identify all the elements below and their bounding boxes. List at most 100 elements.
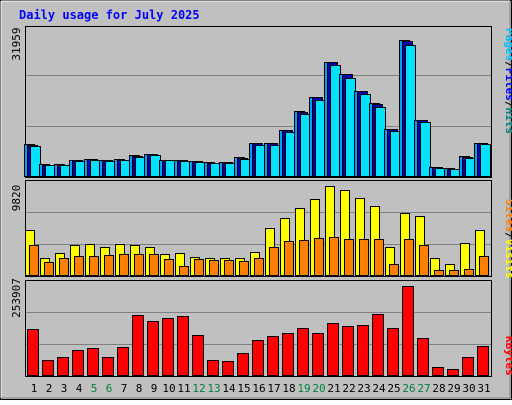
x-tick-label-day-17: 17 [267, 382, 280, 395]
legend-top-part-0: Pages [503, 28, 512, 61]
bar-kbytes-day-30 [462, 357, 474, 376]
bar-sites-day-15 [239, 261, 249, 276]
bar-kbytes-day-15 [237, 353, 249, 376]
bar-sites-day-3 [59, 258, 69, 276]
x-tick-label-day-22: 22 [342, 382, 355, 395]
bar-sites-day-12 [194, 259, 204, 276]
y-max-label: 9820 [10, 185, 23, 212]
bar-kbytes-day-10 [162, 318, 174, 376]
bar-kbytes-day-1 [27, 329, 39, 376]
x-tick-label-day-3: 3 [61, 382, 68, 395]
bar-sites-day-17 [269, 247, 279, 276]
bar-kbytes-day-2 [42, 360, 54, 376]
bar-sites-day-9 [149, 254, 159, 276]
bar-kbytes-day-28 [432, 367, 444, 376]
bar-kbytes-day-18 [282, 333, 294, 376]
x-tick-label-day-28: 28 [432, 382, 445, 395]
bar-sites-day-14 [224, 260, 234, 276]
legend-bottom-part-0: KBytes [503, 336, 512, 376]
legend-top: Pages/Files/Hits [503, 28, 512, 134]
bar-kbytes-day-7 [117, 347, 129, 376]
x-tick-label-day-24: 24 [372, 382, 386, 395]
bar-kbytes-day-5 [87, 348, 99, 376]
bar-kbytes-day-17 [267, 336, 279, 376]
bar-kbytes-day-20 [312, 333, 324, 376]
bar-sites-day-21 [329, 237, 339, 276]
legend-top-part-4: Hits [503, 108, 512, 135]
y-max-label: 253907 [10, 278, 23, 318]
bar-sites-day-23 [359, 239, 369, 276]
x-tick-label-day-6: 6 [106, 382, 113, 395]
bar-kbytes-day-23 [357, 325, 369, 376]
bar-sites-day-1 [29, 245, 39, 276]
x-tick-label-day-4: 4 [76, 382, 83, 395]
bar-kbytes-day-29 [447, 369, 459, 376]
bar-pages-day-31 [480, 144, 491, 177]
legend-top-part-3: / [503, 101, 512, 108]
bar-kbytes-day-11 [177, 316, 189, 376]
x-tick-label-day-13: 13 [207, 382, 220, 395]
bar-pages-day-1 [30, 146, 41, 177]
bar-sites-day-22 [344, 239, 354, 276]
panel-kbytes: 253907 [10, 278, 492, 377]
bar-sites-day-8 [134, 254, 144, 276]
x-tick-label-day-29: 29 [447, 382, 460, 395]
legend-middle-part-0: Sites [503, 199, 512, 232]
x-tick-label-day-10: 10 [162, 382, 175, 395]
legend-middle-part-1: / [503, 232, 512, 239]
bar-sites-day-18 [284, 241, 294, 276]
x-tick-label-day-8: 8 [136, 382, 143, 395]
x-tick-label-day-26: 26 [402, 382, 415, 395]
panel-visits-sites: 9820 [10, 180, 492, 277]
bar-sites-day-10 [164, 259, 174, 276]
bar-sites-day-16 [254, 258, 264, 276]
bar-sites-day-11 [179, 266, 189, 276]
bar-sites-day-20 [314, 238, 324, 276]
x-tick-label-day-18: 18 [282, 382, 295, 395]
x-tick-label-day-9: 9 [151, 382, 158, 395]
bar-sites-day-24 [374, 239, 384, 276]
x-tick-label-day-14: 14 [222, 382, 236, 395]
legend-top-part-2: Files [503, 68, 512, 101]
bar-kbytes-day-27 [417, 338, 429, 376]
bar-sites-day-26 [404, 239, 414, 276]
bar-sites-day-31 [479, 256, 489, 276]
legend-bottom: KBytes [503, 336, 512, 376]
legend-middle: Sites/Visits [503, 199, 512, 279]
panel-hits-files-pages: 31959 [10, 26, 492, 178]
bar-sites-day-7 [119, 254, 129, 276]
x-tick-label-day-23: 23 [357, 382, 370, 395]
x-tick-label-day-30: 30 [462, 382, 475, 395]
bar-sites-day-29 [449, 270, 459, 276]
x-tick-label-day-25: 25 [387, 382, 400, 395]
bar-sites-day-6 [104, 255, 114, 276]
x-tick-label-day-16: 16 [252, 382, 265, 395]
x-tick-label-day-31: 31 [477, 382, 490, 395]
legend-middle-part-2: Visits [503, 239, 512, 279]
x-tick-label-day-2: 2 [46, 382, 53, 395]
bar-kbytes-day-9 [147, 321, 159, 376]
bar-sites-day-27 [419, 245, 429, 276]
chart-title: Daily usage for July 2025 [19, 8, 200, 22]
bar-kbytes-day-12 [192, 335, 204, 376]
bar-kbytes-day-21 [327, 323, 339, 376]
y-max-label: 31959 [10, 27, 23, 60]
bar-sites-day-2 [44, 262, 54, 276]
bar-kbytes-day-19 [297, 328, 309, 376]
bar-kbytes-day-3 [57, 357, 69, 376]
chart-panels: 31959 9820 253907 [10, 26, 492, 377]
bar-kbytes-day-8 [132, 315, 144, 376]
bar-sites-day-4 [74, 256, 84, 276]
x-tick-label-day-20: 20 [312, 382, 325, 395]
x-tick-label-day-15: 15 [237, 382, 250, 395]
legend-top-part-1: / [503, 61, 512, 68]
x-tick-label-day-21: 21 [327, 382, 340, 395]
bar-sites-day-28 [434, 270, 444, 276]
x-tick-label-day-27: 27 [417, 382, 430, 395]
bar-pages-day-26 [405, 45, 416, 177]
bar-sites-day-19 [299, 240, 309, 276]
x-tick-label-day-5: 5 [91, 382, 98, 395]
x-tick-label-day-19: 19 [297, 382, 310, 395]
